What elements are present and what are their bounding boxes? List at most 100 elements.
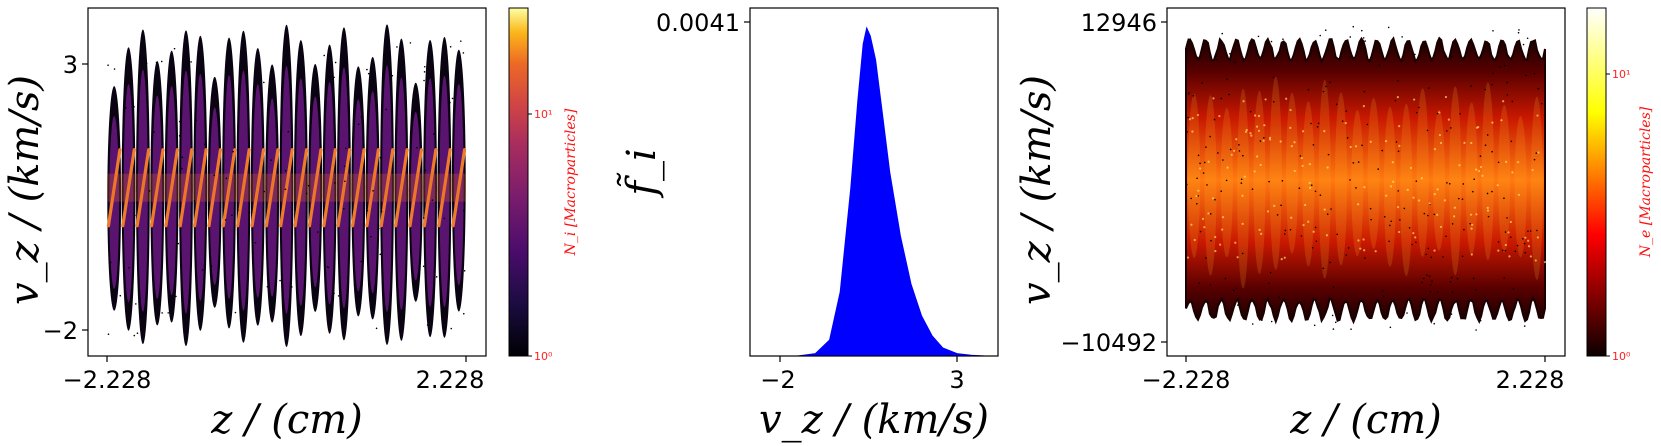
ion-outlier-dot bbox=[451, 97, 454, 100]
electron-outlier-dot bbox=[1197, 154, 1200, 157]
electron-outlier-dot bbox=[1312, 143, 1315, 146]
ion-outlier-dot bbox=[449, 45, 452, 48]
electron-bright-dot bbox=[1374, 250, 1377, 253]
electron-outlier-dot bbox=[1314, 226, 1317, 229]
electron-bright-dot bbox=[1486, 209, 1490, 212]
electron-bright-dot bbox=[1491, 121, 1494, 124]
electron-outlier-dot bbox=[1233, 289, 1235, 292]
ion-outlier-dot bbox=[316, 231, 319, 233]
electron-bright-dot bbox=[1505, 160, 1508, 163]
electron-outlier-dot bbox=[1512, 288, 1515, 290]
electron-bright-dot bbox=[1356, 203, 1360, 206]
electron-outlier-dot bbox=[1403, 207, 1406, 210]
electron-bright-dot bbox=[1436, 213, 1439, 216]
electron-bright-dot bbox=[1191, 130, 1194, 133]
electron-wave-crest bbox=[1220, 107, 1233, 258]
ion-outlier-dot bbox=[284, 169, 287, 172]
electron-outlier-dot bbox=[1390, 220, 1393, 223]
ion-outlier-dot bbox=[309, 121, 312, 123]
electron-outlier-dot bbox=[1383, 215, 1386, 218]
electron-outlier-dot bbox=[1350, 328, 1352, 330]
ion-stripe-core bbox=[437, 148, 452, 228]
electron-outlier-dot bbox=[1526, 37, 1529, 40]
electron-outlier-dot bbox=[1425, 253, 1427, 256]
electron-bright-dot bbox=[1260, 232, 1263, 236]
electron-outlier-dot bbox=[1423, 46, 1426, 48]
electron-bright-dot bbox=[1344, 121, 1347, 125]
electron-wave-crest bbox=[1188, 93, 1201, 258]
electron-outlier-dot bbox=[1471, 190, 1474, 193]
electron-outlier-dot bbox=[1370, 218, 1372, 221]
electron-outlier-dot bbox=[1469, 222, 1471, 225]
electron-outlier-dot bbox=[1388, 240, 1390, 243]
ion-stripe-core bbox=[350, 148, 366, 228]
electron-outlier-dot bbox=[1504, 231, 1507, 233]
electron-outlier-dot bbox=[1450, 127, 1452, 129]
electron-outlier-dot bbox=[1484, 144, 1487, 146]
electron-outlier-dot bbox=[1345, 110, 1348, 112]
ion-outlier-dot bbox=[344, 147, 347, 150]
electron-outlier-dot bbox=[1318, 304, 1321, 306]
electron-bright-dot bbox=[1249, 132, 1252, 135]
ion-stripe-core bbox=[365, 148, 381, 228]
electron-outlier-dot bbox=[1251, 188, 1254, 190]
electron-bright-dot bbox=[1326, 166, 1329, 169]
electron-outlier-dot bbox=[1461, 255, 1464, 258]
electron-bright-dot bbox=[1308, 181, 1311, 184]
electron-bright-dot bbox=[1396, 206, 1400, 209]
electron-outlier-dot bbox=[1491, 150, 1493, 153]
electron-colorbar-tick-0: 10⁰ bbox=[1612, 350, 1631, 363]
ion-center-glow bbox=[107, 173, 466, 202]
electron-outlier-dot bbox=[1314, 190, 1317, 193]
ion-outlier-dot bbox=[134, 214, 136, 217]
electron-bright-dot bbox=[1508, 255, 1511, 258]
electron-bright-dot bbox=[1243, 175, 1246, 178]
electron-outlier-dot bbox=[1284, 229, 1287, 232]
ion-outlier-dot bbox=[193, 199, 196, 202]
electron-outlier-dot bbox=[1322, 267, 1325, 270]
ion-stripe-core bbox=[408, 148, 424, 228]
electron-outlier-dot bbox=[1270, 40, 1273, 43]
electron-bright-dot bbox=[1475, 168, 1478, 171]
ion-outlier-dot bbox=[285, 325, 287, 328]
electron-bright-dot bbox=[1188, 118, 1192, 121]
electron-bright-dot bbox=[1280, 258, 1283, 261]
electron-wave-crest bbox=[1530, 96, 1543, 280]
electron-bright-dot bbox=[1273, 204, 1276, 207]
electron-bright-dot bbox=[1359, 247, 1362, 250]
electron-outlier-dot bbox=[1475, 288, 1477, 291]
electron-bright-dot bbox=[1218, 114, 1221, 118]
electron-outlier-dot bbox=[1196, 177, 1198, 180]
electron-outlier-dot bbox=[1349, 56, 1352, 58]
electron-outlier-dot bbox=[1213, 118, 1216, 121]
ion-outlier-dot bbox=[153, 131, 155, 133]
electron-outlier-dot bbox=[1235, 287, 1238, 289]
electron-outlier-dot bbox=[1263, 137, 1265, 139]
electron-outlier-dot bbox=[1524, 251, 1527, 254]
electron-outlier-dot bbox=[1228, 93, 1230, 96]
electron-outlier-dot bbox=[1326, 213, 1329, 215]
ion-outlier-dot bbox=[254, 308, 257, 310]
electron-wave-crest bbox=[1351, 110, 1364, 257]
electron-bright-dot bbox=[1207, 160, 1210, 163]
electron-bright-dot bbox=[1312, 230, 1315, 233]
electron-ytick-label-bottom: −10492 bbox=[1061, 329, 1157, 357]
ion-outlier-dot bbox=[435, 276, 438, 278]
ion-outlier-dot bbox=[396, 46, 398, 48]
electron-bright-dot bbox=[1516, 161, 1520, 164]
ion-outlier-dot bbox=[266, 285, 269, 288]
electron-outlier-dot bbox=[1397, 79, 1399, 82]
electron-outlier-dot bbox=[1185, 185, 1187, 188]
electron-outlier-dot bbox=[1408, 226, 1411, 229]
electron-outlier-dot bbox=[1513, 307, 1516, 309]
electron-outlier-dot bbox=[1436, 291, 1439, 293]
electron-bright-dot bbox=[1406, 188, 1409, 192]
electron-wave-crest bbox=[1269, 76, 1282, 270]
electron-outlier-dot bbox=[1517, 31, 1520, 34]
electron-outlier-dot bbox=[1325, 85, 1327, 88]
ion-distribution-panel: 0.0041 −2 3 v_z / (km/s) f̃_i bbox=[616, 7, 999, 443]
electron-outlier-dot bbox=[1224, 277, 1227, 280]
electron-bright-dot bbox=[1253, 114, 1257, 117]
electron-bright-dot bbox=[1428, 202, 1431, 205]
electron-outlier-dot bbox=[1369, 207, 1372, 210]
